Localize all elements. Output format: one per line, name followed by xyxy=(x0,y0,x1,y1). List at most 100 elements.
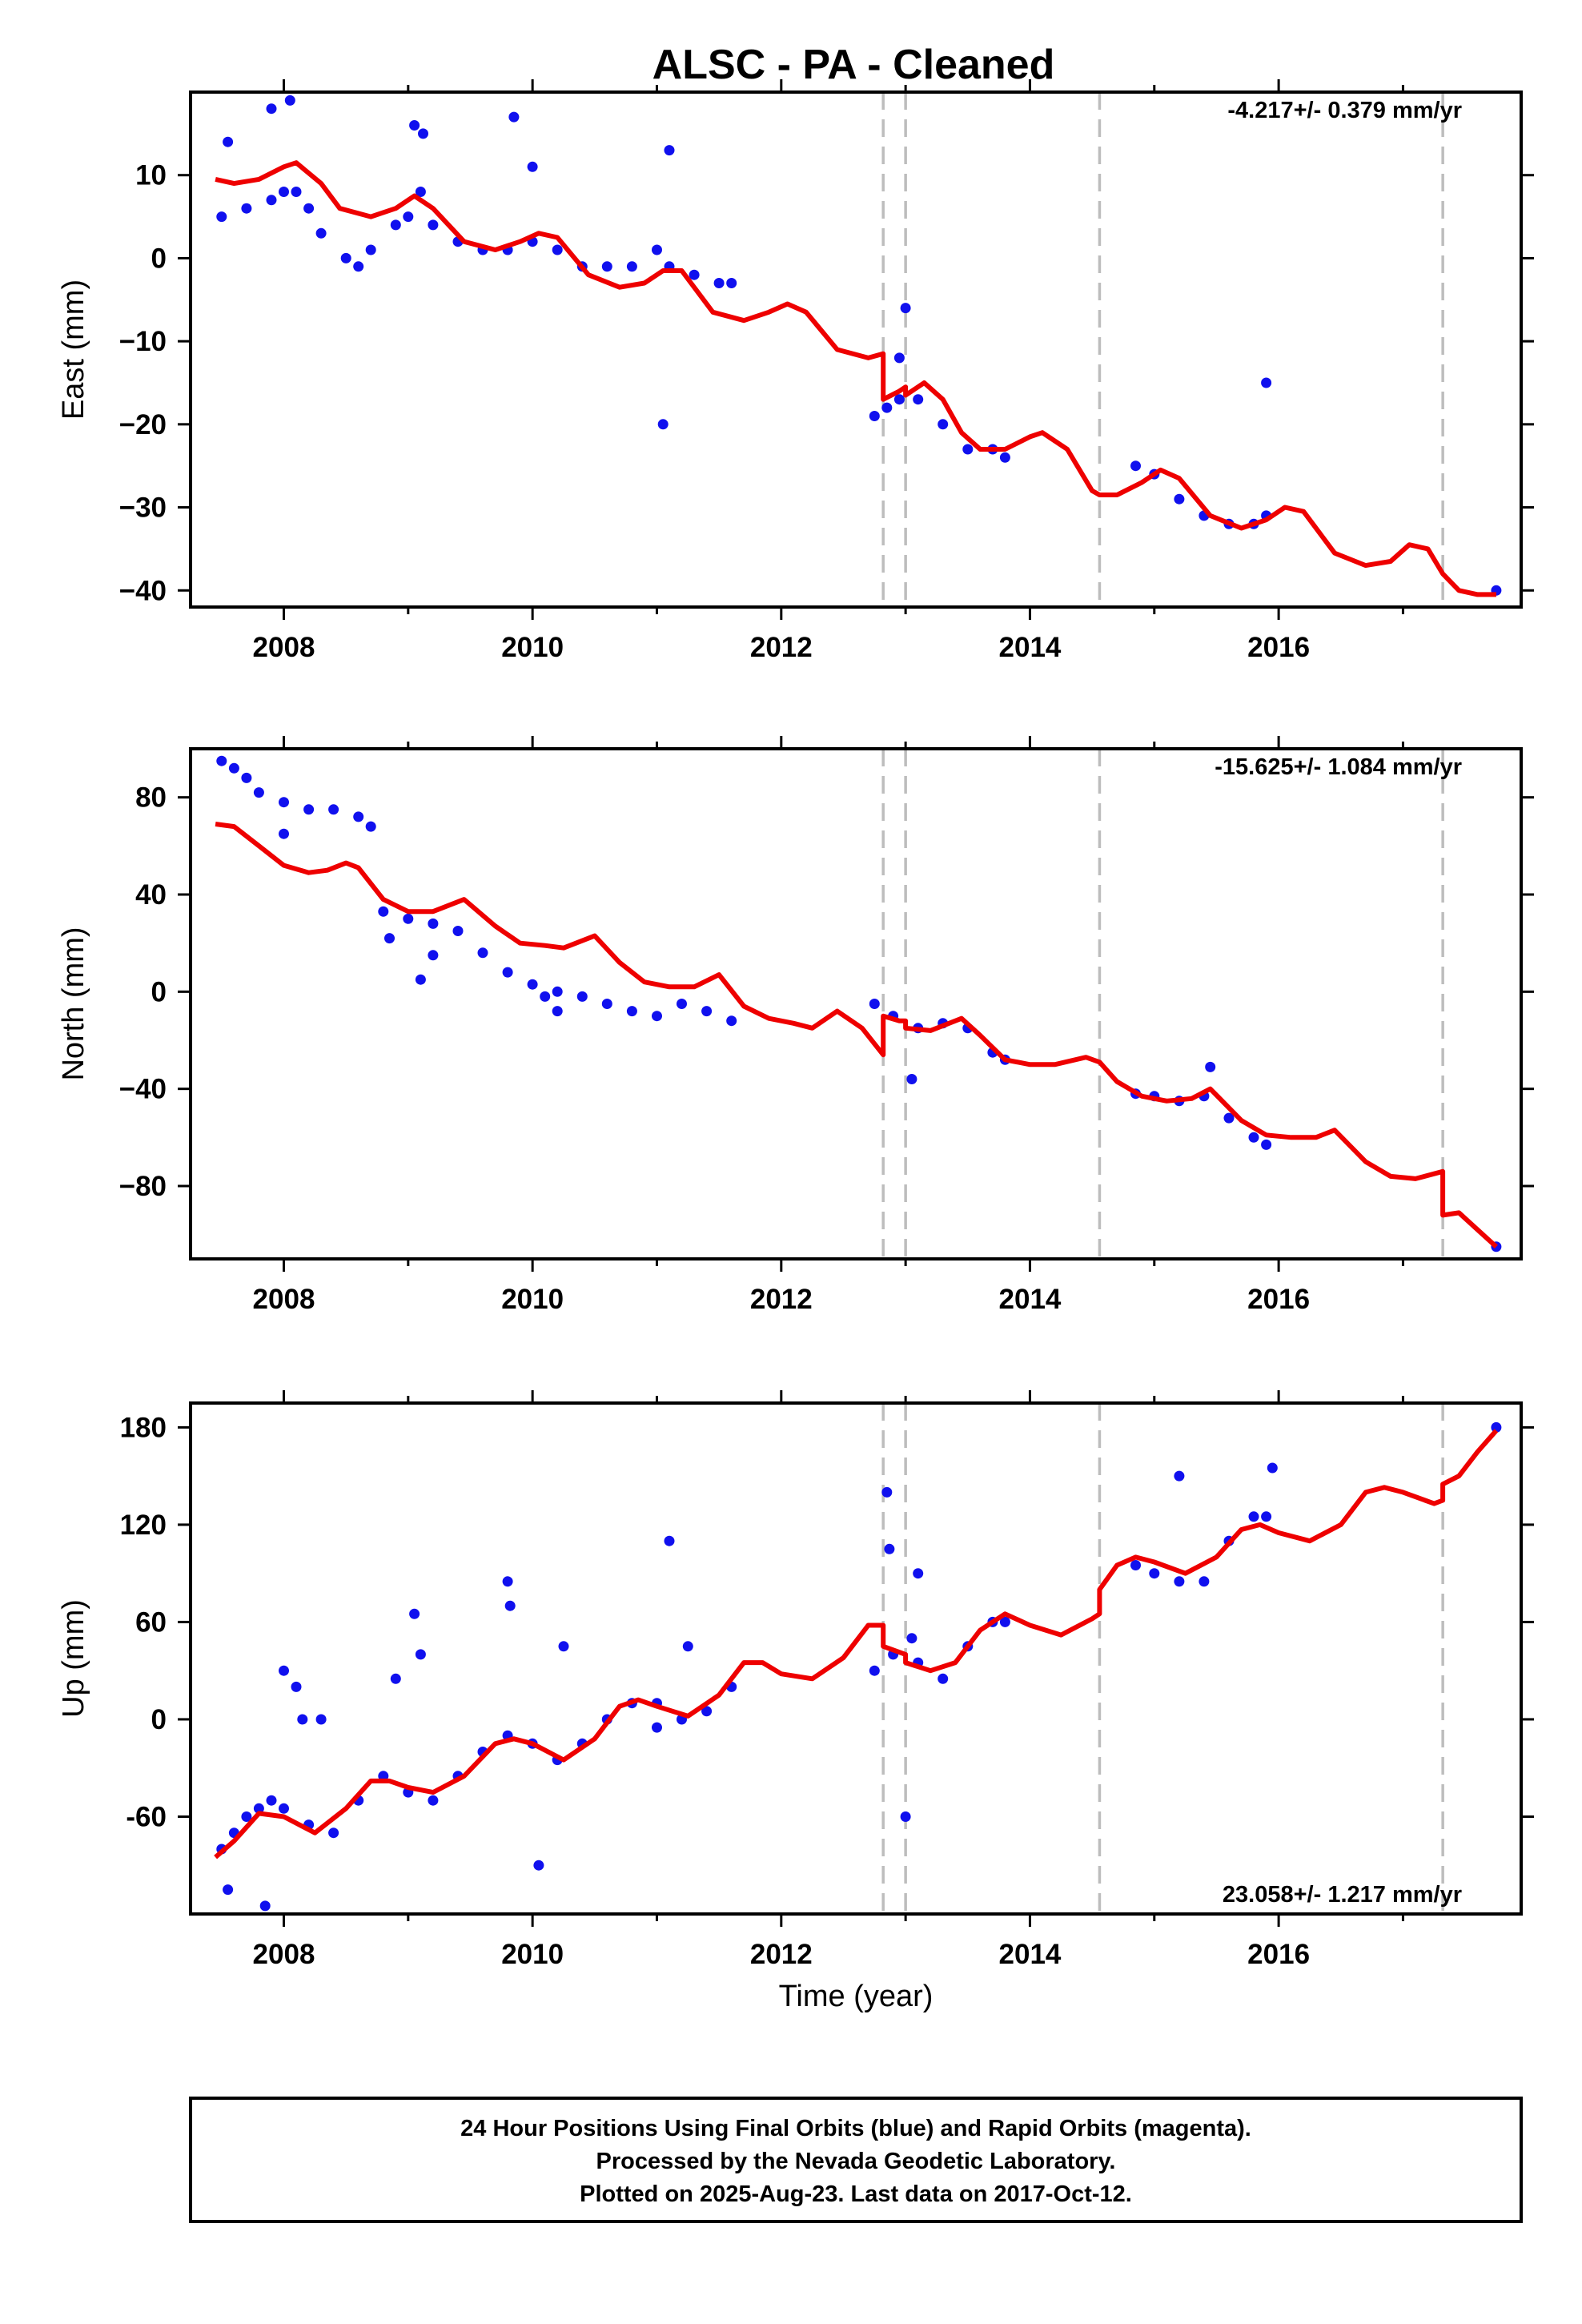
x-tick-label: 2010 xyxy=(501,1939,564,1970)
data-point xyxy=(962,444,974,455)
data-point xyxy=(906,1074,917,1084)
data-point xyxy=(869,1665,880,1676)
data-point xyxy=(403,211,414,223)
data-point xyxy=(428,918,439,929)
x-tick-label: 2016 xyxy=(1247,1284,1310,1315)
x-tick-label: 2014 xyxy=(999,1284,1062,1315)
data-point xyxy=(689,269,700,280)
y-axis-label: East (mm) xyxy=(57,279,90,420)
y-tick-label: −40 xyxy=(119,575,167,606)
data-point xyxy=(253,787,264,798)
data-point xyxy=(266,1795,277,1806)
y-tick-label: 80 xyxy=(135,782,167,814)
data-point xyxy=(477,947,488,959)
data-point xyxy=(415,974,426,985)
data-point xyxy=(906,1633,917,1644)
x-tick-label: 2008 xyxy=(253,632,315,663)
data-point xyxy=(601,261,612,272)
data-point xyxy=(241,772,252,783)
data-point xyxy=(1174,1576,1185,1587)
data-point xyxy=(1205,1061,1216,1072)
model-line xyxy=(215,822,1498,1249)
data-point xyxy=(340,252,351,263)
data-point xyxy=(552,1006,563,1017)
data-point xyxy=(682,1641,693,1652)
x-tick-label: 2010 xyxy=(501,632,564,663)
y-tick-label: -60 xyxy=(126,1801,167,1832)
x-tick-label: 2012 xyxy=(750,1284,813,1315)
data-point xyxy=(223,136,234,147)
data-point xyxy=(223,1884,234,1896)
data-point xyxy=(552,244,563,255)
data-point xyxy=(502,1576,513,1587)
data-point xyxy=(266,103,277,115)
data-point xyxy=(664,1535,675,1546)
data-point xyxy=(241,1811,252,1822)
y-tick-label: −40 xyxy=(119,1074,167,1105)
x-tick-label: 2012 xyxy=(750,632,813,663)
x-tick-label: 2008 xyxy=(253,1939,315,1970)
data-point xyxy=(291,1681,302,1692)
y-tick-label: 60 xyxy=(135,1606,167,1638)
data-point xyxy=(353,261,364,272)
data-point xyxy=(284,94,295,106)
y-tick-label: 180 xyxy=(120,1412,167,1443)
data-point xyxy=(279,828,289,839)
data-point xyxy=(409,120,420,131)
footer-line-1: 24 Hour Positions Using Final Orbits (bl… xyxy=(460,2116,1251,2141)
y-tick-label: 0 xyxy=(151,1704,167,1735)
x-tick-label: 2010 xyxy=(501,1284,564,1315)
data-point xyxy=(701,1006,713,1017)
data-point xyxy=(418,128,428,139)
data-point xyxy=(938,419,949,430)
data-point xyxy=(228,762,239,774)
data-point xyxy=(900,303,911,314)
footer-frame xyxy=(189,2097,1523,2223)
x-tick-label: 2016 xyxy=(1247,1939,1310,1970)
model-line xyxy=(215,160,1496,597)
y-tick-label: 0 xyxy=(151,243,167,274)
data-point xyxy=(726,1015,737,1027)
data-point xyxy=(999,1616,1010,1627)
data-point xyxy=(527,979,538,990)
data-point xyxy=(527,161,538,172)
panel-north: 2008 2010 2012 2014 2016 −80 −40 0 40 80 North (mm… xyxy=(57,736,1534,1315)
y-tick-label: −80 xyxy=(119,1171,167,1202)
y-tick-label: −30 xyxy=(119,493,167,524)
data-point xyxy=(452,926,464,936)
figure-title: ALSC - PA - Cleaned xyxy=(652,42,1055,88)
data-point xyxy=(881,402,893,413)
y-tick-label: 0 xyxy=(151,976,167,1007)
data-point xyxy=(315,227,327,239)
x-tick-label: 2016 xyxy=(1247,632,1310,663)
data-point xyxy=(502,967,513,978)
data-point xyxy=(869,411,880,421)
data-point xyxy=(365,244,376,255)
data-point xyxy=(558,1641,569,1652)
data-point xyxy=(1267,1462,1278,1474)
data-point xyxy=(576,991,588,1002)
data-point xyxy=(504,1600,516,1611)
data-point xyxy=(508,111,520,123)
data-point xyxy=(913,394,924,405)
data-point xyxy=(253,1803,264,1814)
rate-annotation: -15.625+/- 1.084 mm/yr xyxy=(1215,754,1462,780)
data-point xyxy=(297,1714,308,1725)
data-point xyxy=(266,195,277,206)
data-point xyxy=(713,278,725,288)
data-point xyxy=(428,1795,439,1806)
data-point xyxy=(216,755,227,766)
data-point xyxy=(1130,460,1141,472)
data-point xyxy=(1149,1568,1160,1579)
data-point xyxy=(677,999,687,1009)
panel-east: 2008 2010 2012 2014 2016 −40 −30 −20 −10 0 10 East … xyxy=(57,79,1534,663)
data-point xyxy=(552,986,563,997)
rate-annotation: -4.217+/- 0.379 mm/yr xyxy=(1227,98,1462,123)
data-point xyxy=(428,219,439,231)
data-point xyxy=(365,821,376,832)
data-point xyxy=(999,452,1010,463)
data-point xyxy=(1174,1470,1185,1482)
y-axis-label: Up (mm) xyxy=(57,1599,90,1718)
data-point xyxy=(1199,1576,1210,1587)
data-point xyxy=(657,419,669,430)
